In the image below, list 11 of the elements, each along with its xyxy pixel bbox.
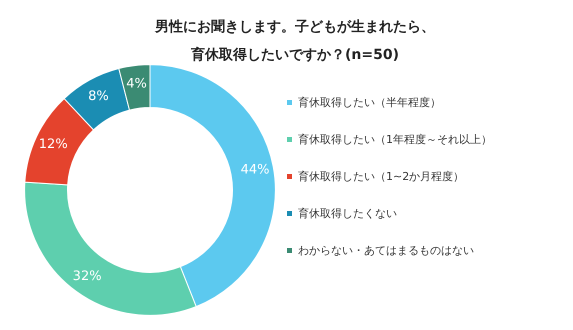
chart-title: 男性にお聞きします。子どもが生まれたら、育休取得したいですか？(n=50) (154, 19, 435, 63)
data-label: 4% (126, 76, 147, 92)
legend-label: 育休取得したい（半年程度） (298, 96, 441, 109)
legend-label: わからない・あてはまるものはない (298, 244, 474, 257)
legend-label: 育休取得したい（1~2か月程度） (298, 170, 464, 183)
data-label: 32% (72, 269, 102, 284)
legend-label: 育休取得したい（1年程度～それ以上） (298, 133, 492, 146)
legend-label: 育休取得したくない (298, 207, 397, 220)
data-label: 12% (38, 136, 68, 152)
data-label: 44% (240, 162, 270, 178)
data-label: 8% (88, 88, 109, 104)
